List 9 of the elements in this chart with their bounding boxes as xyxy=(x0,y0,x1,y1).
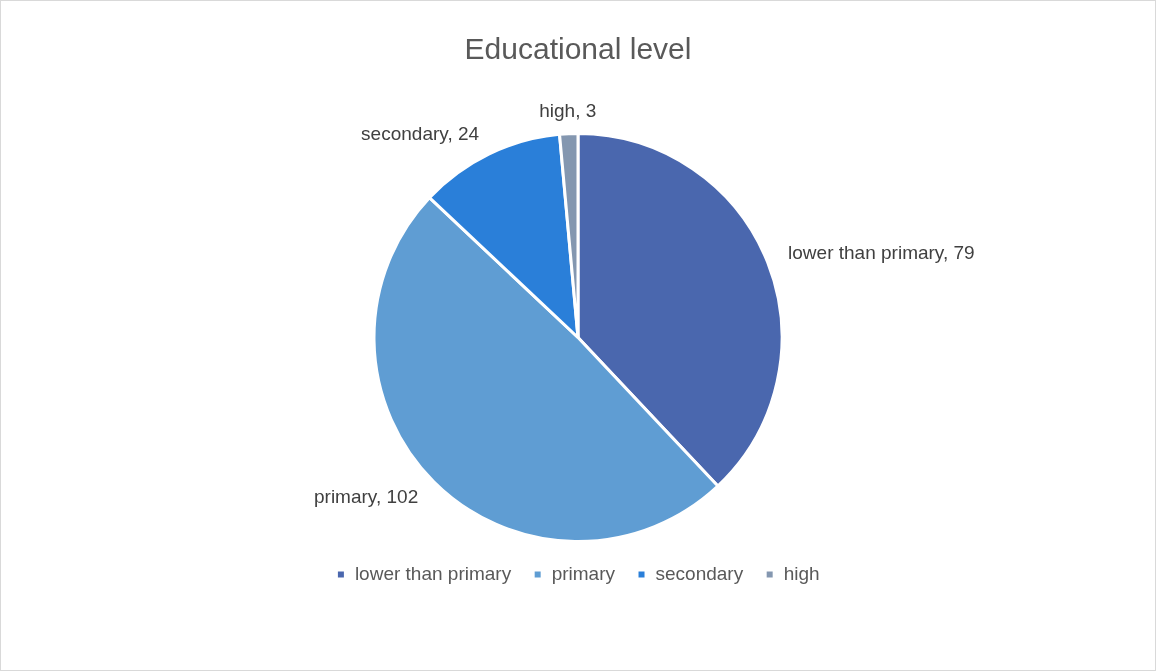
legend-label: secondary xyxy=(655,562,744,584)
legend-label: primary xyxy=(551,562,616,584)
data-label: lower than primary, 79 xyxy=(788,242,975,264)
legend-label: lower than primary xyxy=(354,562,512,584)
data-label: primary, 102 xyxy=(314,485,419,507)
legend-label: high xyxy=(783,562,820,584)
data-label: high, 3 xyxy=(539,99,597,121)
data-label: secondary, 24 xyxy=(361,122,480,144)
chart-title: Educational level xyxy=(464,32,692,66)
